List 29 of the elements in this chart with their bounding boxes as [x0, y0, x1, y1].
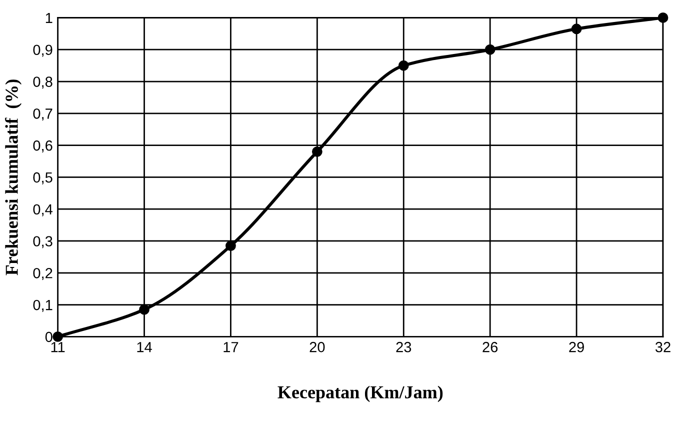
y-tick-label: 0,1: [33, 300, 52, 312]
y-tick-label: 0,2: [33, 268, 52, 280]
point: [484, 44, 496, 55]
y-axis-title: Frekuensi kumulatif (%): [5, 80, 22, 276]
y-tick-label: 0,8: [33, 76, 52, 89]
x-tick-label: 32: [655, 342, 670, 352]
point: [571, 24, 582, 34]
x-tick-label: 20: [310, 342, 325, 352]
y-tick-label: 0,6: [33, 140, 52, 152]
point: [139, 304, 150, 315]
x-tick-label: 11: [51, 342, 65, 352]
y-tick-label: 0,9: [33, 44, 52, 57]
y-tick-label: 0,3: [33, 236, 52, 248]
point: [226, 240, 236, 251]
point: [312, 146, 322, 157]
x-axis-title: Kecepatan (Km/Jam): [278, 386, 443, 402]
point: [52, 331, 64, 342]
x-tick-label: 14: [137, 342, 152, 352]
y-tick-label: 0,4: [33, 204, 53, 216]
y-tick-label: 0,7: [33, 108, 52, 121]
x-tick-label: 29: [569, 342, 584, 352]
x-tick-label: 23: [396, 342, 412, 352]
point: [658, 12, 668, 23]
x-tick-label: 26: [482, 342, 498, 352]
y-tick-label: 1: [46, 12, 52, 24]
x-tick-label: 17: [224, 342, 238, 352]
y-tick-label: 0,5: [33, 172, 52, 184]
y-tick-label: 0: [45, 332, 52, 342]
point: [398, 60, 409, 71]
